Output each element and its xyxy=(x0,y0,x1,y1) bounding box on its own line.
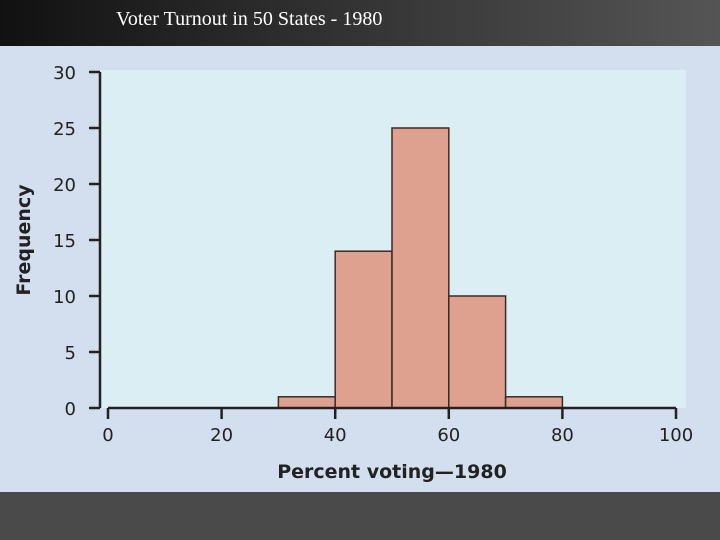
y-tick-label: 10 xyxy=(53,287,76,308)
x-tick-label: 80 xyxy=(551,425,574,446)
y-tick-label: 5 xyxy=(65,343,76,364)
y-tick-label: 15 xyxy=(53,231,76,252)
x-tick-label: 0 xyxy=(102,425,113,446)
histogram-bar xyxy=(448,295,507,409)
histogram-bar xyxy=(391,127,450,409)
y-tick-label: 25 xyxy=(53,119,76,140)
histogram-bar xyxy=(277,396,336,409)
x-tick-label: 40 xyxy=(324,425,347,446)
y-tick-label: 0 xyxy=(65,399,76,420)
histogram-bar xyxy=(334,250,393,409)
y-tick-label: 20 xyxy=(53,175,76,196)
x-tick-label: 60 xyxy=(437,425,460,446)
x-tick-label: 20 xyxy=(210,425,233,446)
bottom-bar xyxy=(0,492,720,540)
x-tick-label: 100 xyxy=(659,425,693,446)
y-axis-title: Frequency xyxy=(13,184,35,296)
slide-title: Voter Turnout in 50 States - 1980 xyxy=(116,8,383,30)
x-axis-title: Percent voting—1980 xyxy=(277,461,507,483)
title-bar: Voter Turnout in 50 States - 1980 xyxy=(0,0,720,46)
y-tick-label: 30 xyxy=(53,63,76,84)
histogram-bar xyxy=(504,396,564,409)
